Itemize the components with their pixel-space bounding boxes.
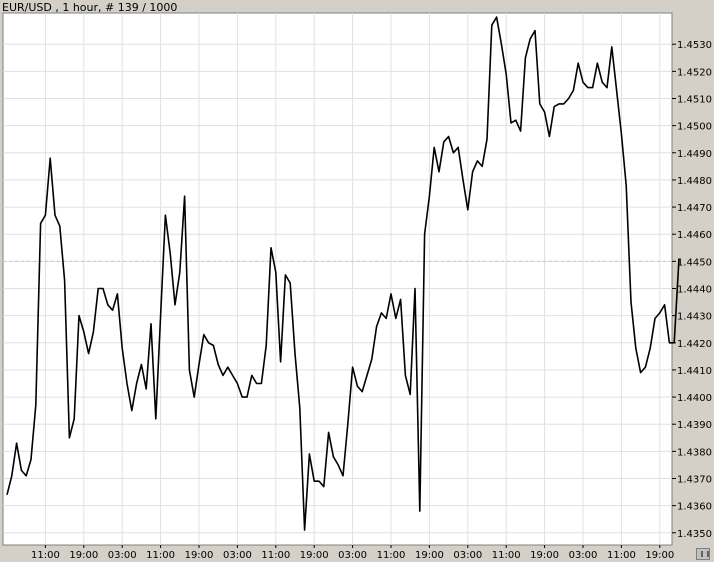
x-tick-label: 11:00	[261, 550, 290, 561]
y-tick-label: 1.4490	[677, 149, 712, 160]
y-tick-label: 1.4360	[677, 502, 712, 513]
price-series-line	[6, 16, 680, 531]
y-tick-label: 1.4380	[677, 447, 712, 458]
x-tick-label: 19:00	[530, 550, 559, 561]
x-tick-label: 19:00	[415, 550, 444, 561]
y-tick-label: 1.4450	[677, 257, 712, 268]
plot-area	[2, 12, 673, 546]
y-tick-label: 1.4400	[677, 393, 712, 404]
x-tick-label: 11:00	[377, 550, 406, 561]
x-tick-label: 19:00	[300, 550, 329, 561]
x-tick-label: 03:00	[108, 550, 137, 561]
y-tick-label: 1.4530	[677, 40, 712, 51]
y-tick-label: 1.4460	[677, 230, 712, 241]
y-tick-label: 1.4410	[677, 366, 712, 377]
y-tick-label: 1.4390	[677, 420, 712, 431]
y-tick-label: 1.4420	[677, 339, 712, 350]
x-tick-label: 11:00	[492, 550, 521, 561]
x-tick-label: 19:00	[185, 550, 214, 561]
x-tick-label: 11:00	[31, 550, 60, 561]
y-tick-label: 1.4480	[677, 176, 712, 187]
x-tick-label: 19:00	[69, 550, 98, 561]
x-tick-label: 03:00	[569, 550, 598, 561]
x-tick-label: 19:00	[645, 550, 674, 561]
x-tick-label: 11:00	[146, 550, 175, 561]
scroll-button[interactable]	[696, 548, 710, 560]
y-tick-label: 1.4370	[677, 475, 712, 486]
chart-title: EUR/USD , 1 hour, # 139 / 1000	[2, 1, 178, 14]
y-tick-label: 1.4510	[677, 95, 712, 106]
y-tick-label: 1.4350	[677, 529, 712, 540]
x-tick-label: 03:00	[223, 550, 252, 561]
x-tick-label: 11:00	[607, 550, 636, 561]
x-tick-label: 03:00	[453, 550, 482, 561]
y-tick-label: 1.4440	[677, 285, 712, 296]
y-tick-label: 1.4520	[677, 67, 712, 78]
y-tick-label: 1.4430	[677, 312, 712, 323]
y-tick-label: 1.4500	[677, 122, 712, 133]
y-tick-label: 1.4470	[677, 203, 712, 214]
x-tick-label: 03:00	[338, 550, 367, 561]
